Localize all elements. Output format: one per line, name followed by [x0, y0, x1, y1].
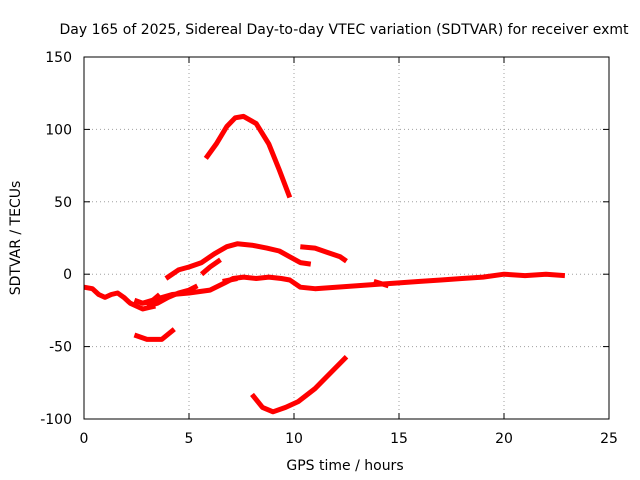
y-tick-label: 0 [63, 267, 72, 283]
series-arc-sep [133, 292, 162, 306]
series-arc-mid [146, 283, 199, 309]
y-tick-label: 150 [45, 50, 72, 66]
x-tick-label: 15 [390, 431, 408, 447]
x-tick-label: 25 [600, 431, 618, 447]
plot-frame [83, 56, 610, 420]
y-tick-label: 50 [54, 195, 72, 211]
chart-title: Day 165 of 2025, Sidereal Day-to-day VTE… [60, 22, 630, 38]
grid-lines [84, 57, 609, 419]
x-tick-label: 0 [80, 431, 89, 447]
series-arc-small-2 [373, 279, 390, 289]
x-tick-label: 5 [185, 431, 194, 447]
series-arc-long [142, 271, 566, 306]
y-tick-label: -100 [40, 412, 72, 428]
series-arc-trough [250, 354, 349, 415]
data-series [83, 113, 566, 415]
axis-ticks [83, 56, 610, 420]
y-tick-label: -50 [49, 340, 72, 356]
x-tick-label: 20 [495, 431, 513, 447]
x-axis-label: GPS time / hours [286, 458, 403, 474]
series-arc-small-1 [222, 276, 238, 284]
series-arc-main [83, 284, 156, 312]
series-arc-peak [203, 113, 293, 199]
tick-labels: 0 5 10 15 20 25 -100 -50 0 50 100 150 [40, 50, 618, 447]
series-arc-rise [164, 241, 312, 281]
series-arc-right [300, 244, 348, 264]
series-arc-step [199, 257, 222, 277]
y-tick-label: 100 [45, 122, 72, 138]
y-axis-label: SDTVAR / TECUs [8, 181, 24, 296]
series-arc-low [133, 327, 176, 342]
x-tick-label: 10 [285, 431, 303, 447]
